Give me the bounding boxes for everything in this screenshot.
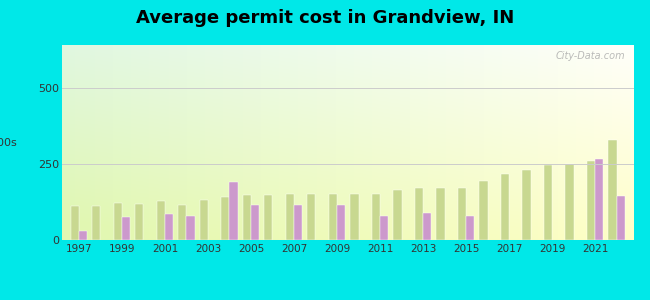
Bar [135, 204, 144, 240]
Bar [286, 194, 294, 240]
Bar [92, 206, 101, 240]
Bar [178, 205, 187, 240]
Bar [466, 216, 474, 240]
Bar [265, 195, 272, 240]
Bar [566, 164, 573, 240]
Bar [79, 231, 87, 240]
Y-axis label: $1000s: $1000s [0, 137, 16, 148]
Bar [200, 200, 208, 240]
Bar [187, 216, 194, 240]
Bar [251, 205, 259, 240]
Bar [595, 159, 603, 240]
Bar [157, 201, 165, 240]
Bar [114, 203, 122, 240]
Bar [243, 195, 251, 240]
Text: City-Data.com: City-Data.com [556, 51, 625, 61]
Bar [523, 170, 530, 240]
Bar [294, 205, 302, 240]
Bar [479, 181, 488, 240]
Bar [608, 140, 617, 240]
Bar [329, 194, 337, 240]
Bar [415, 188, 423, 240]
Bar [587, 161, 595, 240]
Bar [337, 205, 345, 240]
Bar [229, 182, 238, 240]
Bar [307, 194, 315, 240]
Bar [423, 213, 431, 240]
Bar [544, 165, 552, 240]
Bar [458, 188, 466, 240]
Bar [71, 206, 79, 240]
Bar [380, 216, 388, 240]
Bar [372, 194, 380, 240]
Bar [165, 214, 173, 240]
Bar [393, 190, 402, 240]
Bar [617, 196, 625, 240]
Bar [436, 188, 445, 240]
Bar [122, 217, 130, 240]
Text: Average permit cost in Grandview, IN: Average permit cost in Grandview, IN [136, 9, 514, 27]
Bar [221, 197, 229, 240]
Bar [501, 175, 509, 240]
Bar [350, 194, 359, 240]
